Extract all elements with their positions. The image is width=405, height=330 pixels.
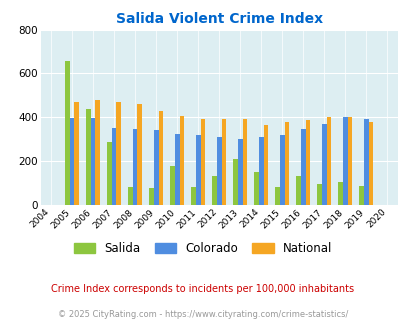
Bar bbox=[128, 187, 132, 205]
Bar bbox=[153, 130, 158, 205]
Bar bbox=[132, 129, 137, 205]
Bar bbox=[263, 125, 268, 205]
Bar bbox=[179, 116, 184, 205]
Bar bbox=[74, 102, 79, 205]
Bar bbox=[95, 100, 100, 205]
Bar bbox=[317, 184, 321, 205]
Title: Salida Violent Crime Index: Salida Violent Crime Index bbox=[115, 12, 322, 26]
Bar bbox=[196, 135, 200, 205]
Bar bbox=[91, 118, 95, 205]
Bar bbox=[86, 110, 91, 205]
Text: © 2025 CityRating.com - https://www.cityrating.com/crime-statistics/: © 2025 CityRating.com - https://www.city… bbox=[58, 310, 347, 319]
Bar bbox=[358, 186, 363, 205]
Bar bbox=[363, 119, 368, 205]
Bar bbox=[191, 187, 196, 205]
Bar bbox=[275, 187, 279, 205]
Bar bbox=[347, 117, 352, 205]
Bar bbox=[221, 119, 226, 205]
Bar bbox=[242, 119, 247, 205]
Bar bbox=[111, 128, 116, 205]
Bar bbox=[149, 188, 153, 205]
Bar bbox=[279, 135, 284, 205]
Bar bbox=[326, 117, 330, 205]
Legend: Salida, Colorado, National: Salida, Colorado, National bbox=[69, 237, 336, 260]
Text: Crime Index corresponds to incidents per 100,000 inhabitants: Crime Index corresponds to incidents per… bbox=[51, 284, 354, 294]
Bar bbox=[212, 176, 216, 205]
Bar bbox=[116, 102, 121, 205]
Bar bbox=[216, 137, 221, 205]
Bar bbox=[65, 61, 70, 205]
Bar bbox=[321, 124, 326, 205]
Bar bbox=[296, 176, 300, 205]
Bar bbox=[158, 111, 163, 205]
Bar bbox=[338, 182, 342, 205]
Bar bbox=[368, 121, 372, 205]
Bar bbox=[258, 137, 263, 205]
Bar bbox=[284, 121, 288, 205]
Bar bbox=[107, 142, 111, 205]
Bar bbox=[200, 119, 205, 205]
Bar bbox=[137, 104, 142, 205]
Bar bbox=[233, 159, 237, 205]
Bar bbox=[342, 117, 347, 205]
Bar bbox=[305, 120, 309, 205]
Bar bbox=[254, 172, 258, 205]
Bar bbox=[170, 166, 175, 205]
Bar bbox=[175, 134, 179, 205]
Bar bbox=[70, 118, 74, 205]
Bar bbox=[300, 129, 305, 205]
Bar bbox=[237, 139, 242, 205]
